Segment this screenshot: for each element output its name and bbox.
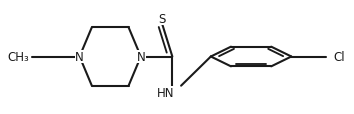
Text: S: S — [158, 13, 166, 26]
Text: Cl: Cl — [333, 51, 345, 63]
Text: N: N — [75, 51, 84, 63]
Text: N: N — [136, 51, 145, 63]
Text: CH₃: CH₃ — [7, 51, 29, 63]
Text: HN: HN — [156, 87, 174, 100]
